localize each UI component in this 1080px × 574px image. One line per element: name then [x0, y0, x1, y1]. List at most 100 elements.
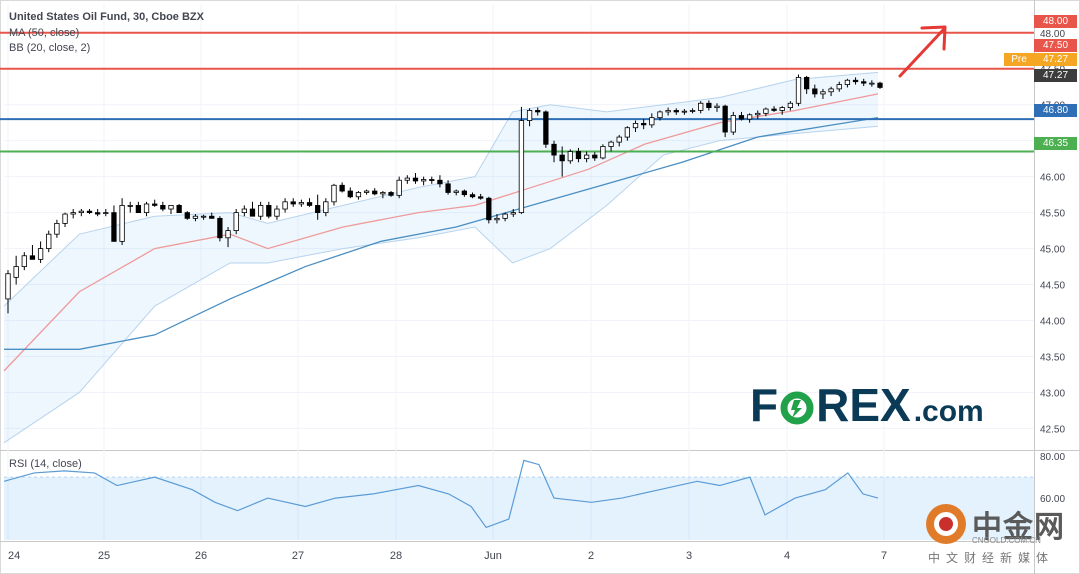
candle-body: [192, 215, 199, 219]
price-tick-label: 43.50: [1040, 352, 1065, 363]
candle-body: [616, 136, 622, 143]
candle-body: [54, 223, 60, 235]
candle-body: [249, 208, 256, 217]
candle-body: [828, 88, 834, 93]
rsi-legend: RSI (14, close): [9, 458, 82, 470]
cngold-logo-icon: [926, 504, 966, 544]
ma50-line: [4, 117, 879, 350]
candle-body: [486, 197, 492, 221]
candle-body: [355, 192, 362, 198]
candle-body: [241, 208, 247, 214]
forex-logo: F REX .com: [750, 378, 984, 431]
pre-market-label: Pre: [1004, 53, 1034, 66]
ma-legend: MA (50, close): [9, 27, 80, 39]
candle-body: [641, 123, 647, 126]
candle-body: [518, 120, 525, 214]
candle-body: [70, 212, 76, 215]
bb-legend: BB (20, close, 2): [9, 42, 91, 54]
time-tick-label: 2: [588, 550, 594, 562]
price-tick-label: 43.00: [1040, 388, 1065, 399]
candle-body: [339, 184, 345, 192]
candle-body: [877, 82, 883, 88]
candle-body: [380, 192, 386, 195]
candle-body: [445, 183, 451, 193]
candle-body: [502, 213, 508, 219]
price-tick-label: 45.00: [1040, 245, 1065, 256]
candle-body: [396, 179, 402, 196]
time-tick-label: 24: [8, 550, 20, 562]
candle-body: [420, 179, 427, 182]
logo-letters-rex: REX: [816, 379, 911, 431]
watermark-tagline: 中文财经新媒体: [928, 551, 1055, 565]
candle-body: [494, 217, 500, 221]
candle-body: [46, 233, 52, 249]
candle-body: [469, 194, 476, 198]
candle-body: [298, 202, 305, 205]
candle-body: [820, 91, 826, 95]
candle-body: [722, 105, 728, 133]
price-tick-label: 48.00: [1040, 29, 1065, 40]
candle-body: [282, 201, 288, 210]
candle-body: [812, 88, 818, 95]
candle-body: [200, 215, 207, 218]
time-tick-label: Jun: [484, 550, 502, 562]
time-tick-label: 28: [390, 550, 402, 562]
candle-body: [869, 82, 875, 85]
candle-body: [95, 212, 101, 215]
candle-body: [86, 210, 93, 214]
price-tick-label: 44.50: [1040, 281, 1065, 292]
candle-body: [665, 110, 671, 113]
candle-body: [331, 184, 337, 203]
candle-body: [176, 205, 182, 214]
candle-body: [103, 212, 109, 215]
watermark-brand: 中金网: [972, 510, 1065, 545]
candle-body: [861, 81, 867, 84]
candle-body: [404, 177, 410, 181]
candle-body: [217, 217, 223, 239]
time-tick-label: 4: [784, 550, 790, 562]
candle-body: [62, 213, 68, 224]
candle-body: [290, 201, 296, 205]
candle-body: [755, 112, 761, 116]
candle-body: [168, 205, 174, 210]
candle-body: [323, 201, 329, 214]
uptrend-arrow-head: [920, 25, 947, 51]
candle-body: [29, 255, 36, 260]
candle-body: [583, 154, 590, 160]
candle-body: [624, 127, 631, 138]
price-tag-4635: 46.35: [1034, 137, 1077, 150]
rsi-line: [3, 459, 879, 529]
logo-domain: .com: [913, 395, 984, 428]
candle-body: [160, 205, 166, 210]
time-tick-label: 26: [195, 550, 207, 562]
candle-body: [37, 248, 44, 260]
candle-body: [13, 266, 19, 278]
rsi-tick-label: 60.00: [1040, 494, 1065, 505]
candle-body: [388, 192, 394, 196]
chart-title: United States Oil Fund, 30, Cboe BZX: [9, 11, 204, 23]
time-tick-label: 25: [98, 550, 110, 562]
candle-body: [526, 110, 533, 121]
price-tag-48: 48.00: [1034, 15, 1077, 28]
candle-body: [600, 146, 606, 159]
candle-body: [209, 215, 215, 219]
candle-body: [184, 212, 190, 219]
candle-body: [437, 179, 443, 185]
candle-body: [608, 141, 614, 147]
candle-body: [510, 212, 516, 215]
candle-body: [714, 105, 720, 108]
candle-body: [5, 273, 11, 300]
candle-body: [730, 115, 736, 133]
candle-body: [412, 177, 419, 182]
candle-body: [746, 114, 753, 120]
candle-body: [535, 110, 541, 113]
candle-body: [257, 205, 264, 217]
candle-body: [315, 205, 321, 214]
rsi-band-fill: [4, 477, 1034, 540]
candle-body: [266, 205, 272, 217]
candle-body: [233, 212, 239, 231]
candle-body: [689, 110, 696, 112]
candle-body: [673, 110, 679, 113]
time-tick-label: 3: [686, 550, 692, 562]
